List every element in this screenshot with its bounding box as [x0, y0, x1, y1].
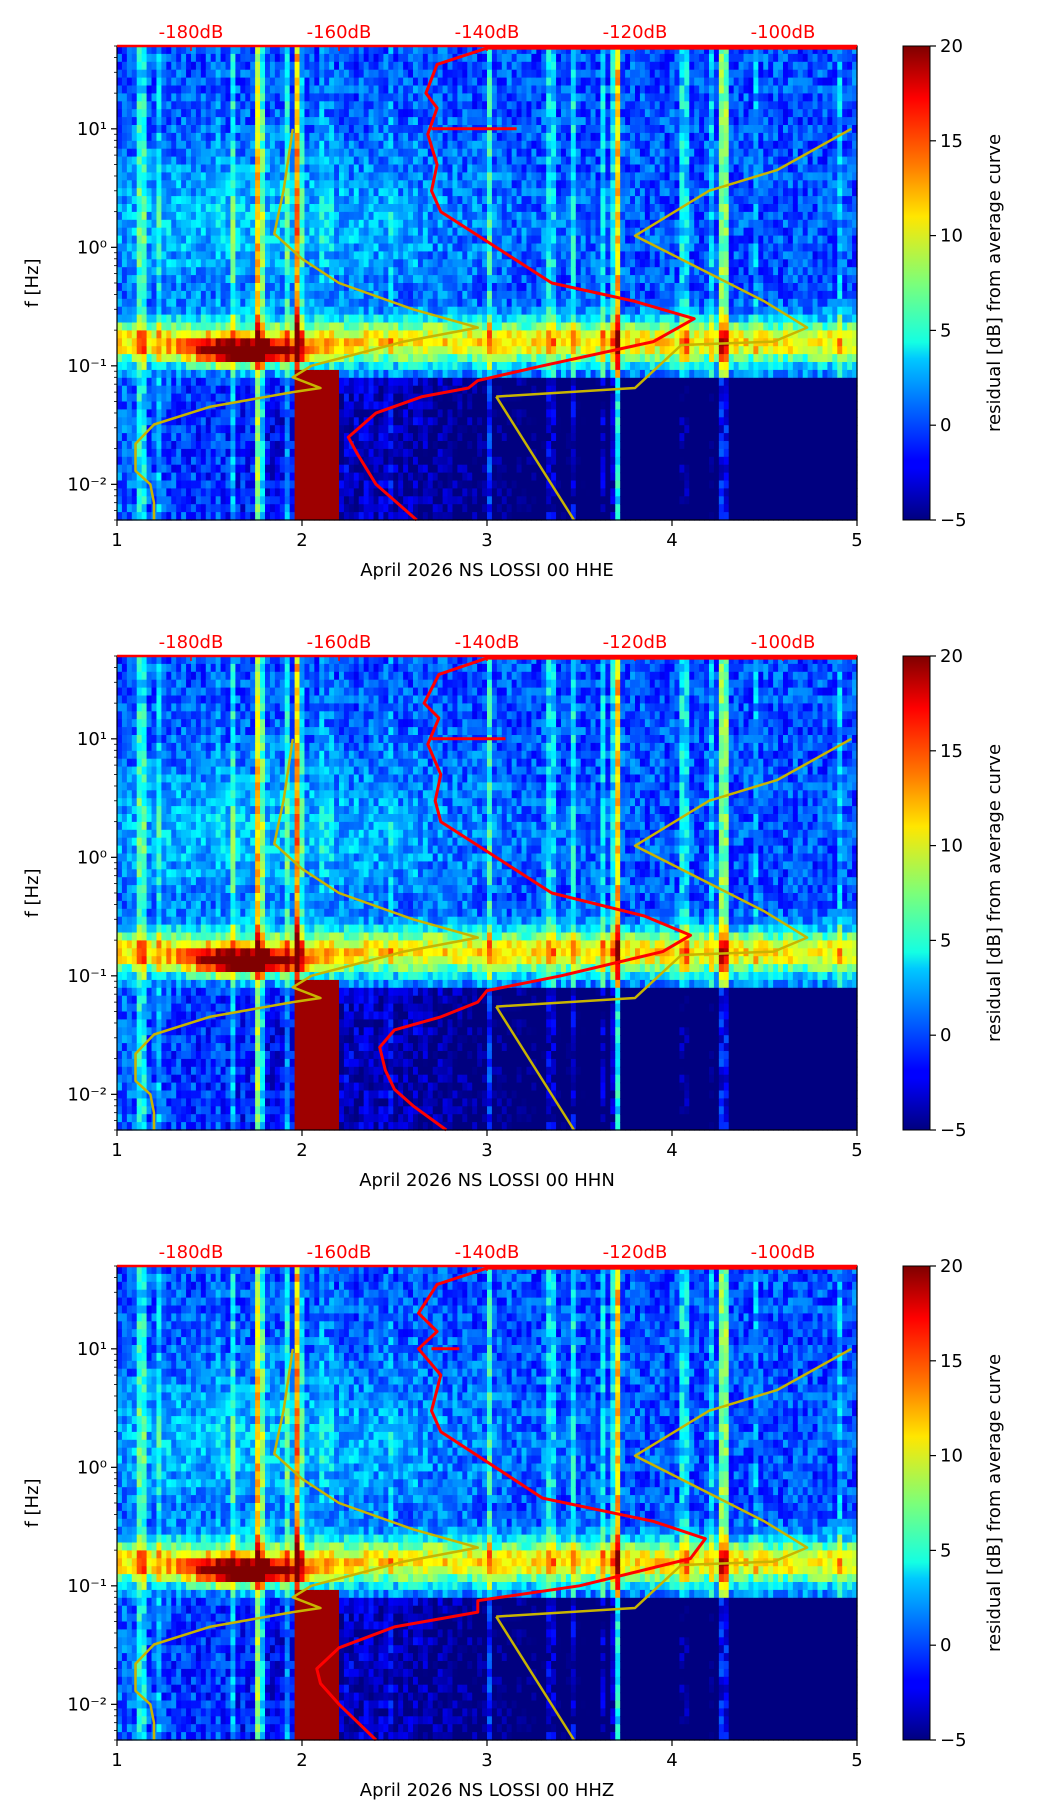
y-tick-label: 10⁰ [77, 1457, 107, 1478]
x-tick-label: 5 [851, 530, 862, 551]
y-tick-label: 10⁻¹ [67, 356, 107, 377]
y-tick-label: 10¹ [77, 1339, 107, 1360]
x-tick-label: 5 [851, 1750, 862, 1771]
y-tick-label: 10⁰ [77, 237, 107, 258]
x-tick-label: 4 [666, 1140, 677, 1161]
top-tick-label: -100dB [751, 1242, 816, 1263]
colorbar-tick-label: −5 [940, 510, 967, 531]
y-tick-label: 10⁰ [77, 847, 107, 868]
curve-reference-pdf [495, 1005, 576, 1131]
y-tick-label: 10⁻² [67, 1084, 107, 1105]
curve-median-psd [378, 656, 857, 1132]
spectrogram [117, 46, 858, 521]
x-tick-label: 4 [666, 530, 677, 551]
colorbar-tick-label: 15 [940, 741, 963, 762]
x-tick-label: 1 [111, 1750, 122, 1771]
colorbar-tick-label: 0 [940, 415, 951, 436]
x-axis-label: April 2026 NS LOSSI 00 HHZ [360, 1780, 614, 1801]
colorbar-tick-label: 0 [940, 1635, 951, 1656]
top-tick-label: -160dB [307, 632, 372, 653]
colorbar-tick-label: 5 [940, 1540, 951, 1561]
top-tick-label: -100dB [751, 632, 816, 653]
curve-model-high [496, 1347, 853, 1618]
colorbar-tick-label: 10 [940, 226, 963, 247]
spectrogram [117, 1266, 858, 1741]
curve-model-low [134, 128, 480, 520]
curve-reference-pdf [495, 395, 576, 521]
curve-model-low [134, 1348, 480, 1740]
colorbar [902, 45, 931, 521]
colorbar-tick-label: 10 [940, 1446, 963, 1467]
x-tick-label: 2 [296, 1140, 307, 1161]
panel-2: 1 2 3 4 5 April 2026 NS LOSSI 00 HHN 10⁻² 10⁻¹ 1… [22, 632, 1005, 1191]
colorbar-tick-label: 20 [940, 36, 963, 57]
top-tick-label: -100dB [751, 22, 816, 43]
curve-reference-pdf [495, 1615, 576, 1741]
top-tick-label: -180dB [159, 22, 224, 43]
y-tick-label: 10⁻¹ [67, 966, 107, 987]
spectrogram [117, 656, 858, 1131]
y-tick-label: 10⁻¹ [67, 1576, 107, 1597]
y-tick-label: 10¹ [77, 729, 107, 750]
colorbar-tick-label: 5 [940, 320, 951, 341]
colorbar [902, 655, 931, 1131]
panel-3: 1 2 3 4 5 April 2026 NS LOSSI 00 HHZ 10⁻² 10⁻¹ 1… [22, 1242, 1005, 1801]
y-axis-label: f [Hz] [22, 1478, 43, 1527]
top-tick-label: -140dB [455, 22, 520, 43]
x-tick-label: 3 [481, 530, 492, 551]
curve-model-low [134, 738, 480, 1130]
colorbar-tick-label: −5 [940, 1730, 967, 1751]
top-tick-label: -120dB [603, 1242, 668, 1263]
x-tick-label: 5 [851, 1140, 862, 1161]
y-tick-label: 10⁻² [67, 1694, 107, 1715]
top-tick-label: -160dB [307, 22, 372, 43]
y-tick-label: 10⁻² [67, 474, 107, 495]
colorbar-tick-label: 15 [940, 131, 963, 152]
top-tick-label: -180dB [159, 632, 224, 653]
x-tick-label: 3 [481, 1750, 492, 1771]
x-tick-label: 2 [296, 530, 307, 551]
colorbar-tick-label: 10 [940, 836, 963, 857]
panel-1: 1 2 3 4 5 April 2026 NS LOSSI 00 HHE 10⁻² 10⁻¹ 1… [22, 22, 1005, 581]
curve-model-high [496, 737, 853, 1008]
x-tick-label: 1 [111, 1140, 122, 1161]
colorbar-tick-label: 20 [940, 1256, 963, 1277]
colorbar-label: residual [dB] from average curve [984, 1354, 1005, 1652]
x-axis-label: April 2026 NS LOSSI 00 HHE [360, 560, 614, 581]
x-axis-label: April 2026 NS LOSSI 00 HHN [359, 1170, 615, 1191]
curve-median-psd [346, 46, 857, 522]
curve-median-psd [315, 1266, 857, 1742]
y-tick-label: 10¹ [77, 119, 107, 140]
top-tick-label: -140dB [455, 1242, 520, 1263]
x-tick-label: 4 [666, 1750, 677, 1771]
y-axis-label: f [Hz] [22, 868, 43, 917]
top-tick-label: -120dB [603, 22, 668, 43]
colorbar-label: residual [dB] from average curve [984, 134, 1005, 432]
x-tick-label: 1 [111, 530, 122, 551]
top-tick-label: -180dB [159, 1242, 224, 1263]
colorbar-tick-label: 0 [940, 1025, 951, 1046]
top-tick-label: -120dB [603, 632, 668, 653]
colorbar-tick-label: −5 [940, 1120, 967, 1141]
colorbar-tick-label: 5 [940, 930, 951, 951]
top-tick-label: -140dB [455, 632, 520, 653]
top-tick-label: -160dB [307, 1242, 372, 1263]
curve-model-high [496, 127, 853, 398]
colorbar [902, 1265, 931, 1741]
x-tick-label: 2 [296, 1750, 307, 1771]
colorbar-label: residual [dB] from average curve [984, 744, 1005, 1042]
y-axis-label: f [Hz] [22, 258, 43, 307]
x-tick-label: 3 [481, 1140, 492, 1161]
colorbar-tick-label: 15 [940, 1351, 963, 1372]
colorbar-tick-label: 20 [940, 646, 963, 667]
